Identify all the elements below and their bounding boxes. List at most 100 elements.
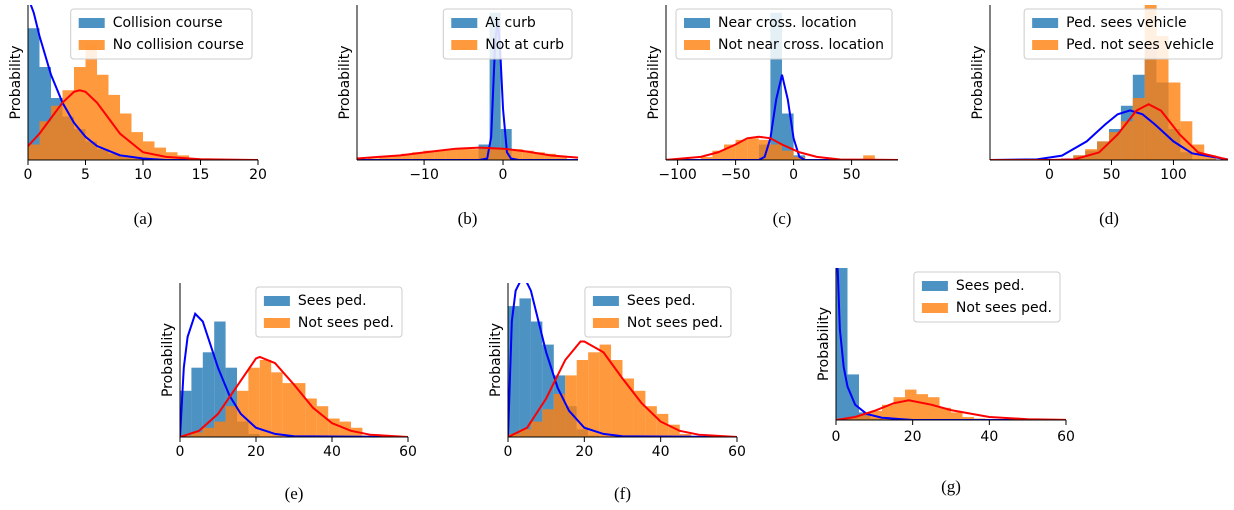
legend-label: At curb xyxy=(485,15,536,31)
y-axis-label: Probability xyxy=(160,323,176,397)
histogram-bar xyxy=(656,413,669,437)
histogram-bar xyxy=(793,156,806,160)
legend-swatch xyxy=(451,40,478,50)
fit-curve xyxy=(666,135,898,160)
x-tick-label: 40 xyxy=(652,444,670,460)
caption: (f) xyxy=(614,484,631,503)
legend-box xyxy=(70,8,253,60)
histogram-bar xyxy=(645,406,657,437)
histogram-bar xyxy=(74,67,86,160)
legend-label: No collision course xyxy=(113,37,244,53)
caption: (d) xyxy=(1099,209,1119,228)
legend-swatch xyxy=(78,40,105,50)
legend-label: Not sees ped. xyxy=(298,315,394,331)
histogram-bar xyxy=(456,149,468,160)
subplot: 0 20 40 60 Probability (f) Sees ped. Not sees p… xyxy=(488,283,746,503)
histogram-bar xyxy=(962,416,974,420)
legend-swatch xyxy=(1032,40,1059,50)
legend-box xyxy=(1023,8,1223,60)
y-axis-label: Probability xyxy=(8,45,24,119)
histogram-bar xyxy=(500,149,512,160)
subplot: 0 20 40 60 Probability (e) Sees ped. Not sees p… xyxy=(160,283,417,503)
x-tick-label: 100 xyxy=(1160,167,1187,183)
histogram-bar xyxy=(180,390,192,437)
legend-swatch xyxy=(78,18,105,28)
fit-curve xyxy=(836,268,1066,420)
y-axis-label: Probability xyxy=(488,323,504,397)
histogram-bar xyxy=(859,415,871,420)
histogram-bar xyxy=(724,144,736,160)
histogram-bar xyxy=(478,149,490,160)
legend-box xyxy=(584,286,732,338)
histogram-bar xyxy=(668,424,680,437)
histogram-bar xyxy=(202,352,215,437)
subplot: −100 −50 0 50 Probability (c) Near cross. loca… xyxy=(646,5,898,228)
histogram-bar xyxy=(555,156,567,160)
legend: Ped. sees vehicle Ped. not sees vehicle xyxy=(1023,8,1223,60)
histogram-bar xyxy=(28,28,40,160)
histogram-bar xyxy=(305,398,317,437)
histogram-bar xyxy=(489,12,501,160)
x-tick-label: 50 xyxy=(843,167,861,183)
x-tick-label: 20 xyxy=(575,444,593,460)
histogram-bar xyxy=(1168,82,1181,160)
histogram-bar xyxy=(712,150,724,160)
y-axis-label: Probability xyxy=(970,45,986,119)
histogram-bar xyxy=(633,390,646,437)
fit-curve xyxy=(29,5,258,160)
x-tick-label: 10 xyxy=(134,167,152,183)
x-tick-label: 0 xyxy=(1045,167,1054,183)
caption: (e) xyxy=(285,484,304,503)
histogram-bar xyxy=(166,152,178,160)
histogram-bar xyxy=(905,389,917,420)
legend-box xyxy=(913,271,1061,323)
legend: At curb Not at curb xyxy=(442,8,573,60)
fit-curve xyxy=(508,340,737,437)
histogram-bar xyxy=(401,153,413,160)
histogram-bar xyxy=(679,433,692,437)
histogram-bar xyxy=(489,147,501,160)
legend-swatch xyxy=(263,318,290,328)
x-tick-label: 60 xyxy=(728,444,746,460)
legend: Collision course No collision course xyxy=(70,8,253,60)
legend-swatch xyxy=(263,296,290,306)
histogram-bar xyxy=(511,149,523,160)
histogram-bar xyxy=(259,360,272,437)
histogram-bar xyxy=(863,155,875,160)
histogram-bar xyxy=(271,372,283,437)
legend-box xyxy=(675,8,893,60)
x-tick-label: 0 xyxy=(499,167,508,183)
histogram-bar xyxy=(747,138,759,160)
histogram-bar xyxy=(237,390,249,437)
legend: Sees ped. Not sees ped. xyxy=(255,286,403,338)
histogram-bar xyxy=(519,429,531,437)
legend-swatch xyxy=(592,318,619,328)
fit-curve xyxy=(28,89,258,160)
histogram-bar xyxy=(180,435,192,437)
legend: Near cross. location Not near cross. loca… xyxy=(675,8,893,60)
histogram-bar xyxy=(770,144,782,160)
legend-swatch xyxy=(921,303,948,313)
histogram-bar xyxy=(530,321,543,437)
histogram-bar xyxy=(225,367,237,437)
histogram-bar xyxy=(735,139,748,160)
x-tick-label: 0 xyxy=(504,444,513,460)
x-tick-label: 20 xyxy=(247,444,265,460)
histogram-bar xyxy=(214,321,226,437)
legend-swatch xyxy=(921,281,948,291)
subplot: 0 5 10 15 20 Probability (a) Collision course No… xyxy=(8,5,267,228)
histogram-bar xyxy=(782,113,794,160)
histogram-bar xyxy=(758,139,771,160)
caption: (a) xyxy=(134,209,153,228)
histogram-bar xyxy=(951,412,963,420)
x-tick-label: 0 xyxy=(789,167,798,183)
histogram-bar xyxy=(519,298,531,437)
legend-label: Sees ped. xyxy=(956,278,1025,294)
histogram-bar xyxy=(611,360,623,437)
histogram-bar xyxy=(379,156,391,160)
histogram-bar xyxy=(1097,141,1109,160)
legend-label: Ped. sees vehicle xyxy=(1066,15,1186,31)
fit-curve xyxy=(180,311,408,437)
histogram-bar xyxy=(939,407,951,420)
